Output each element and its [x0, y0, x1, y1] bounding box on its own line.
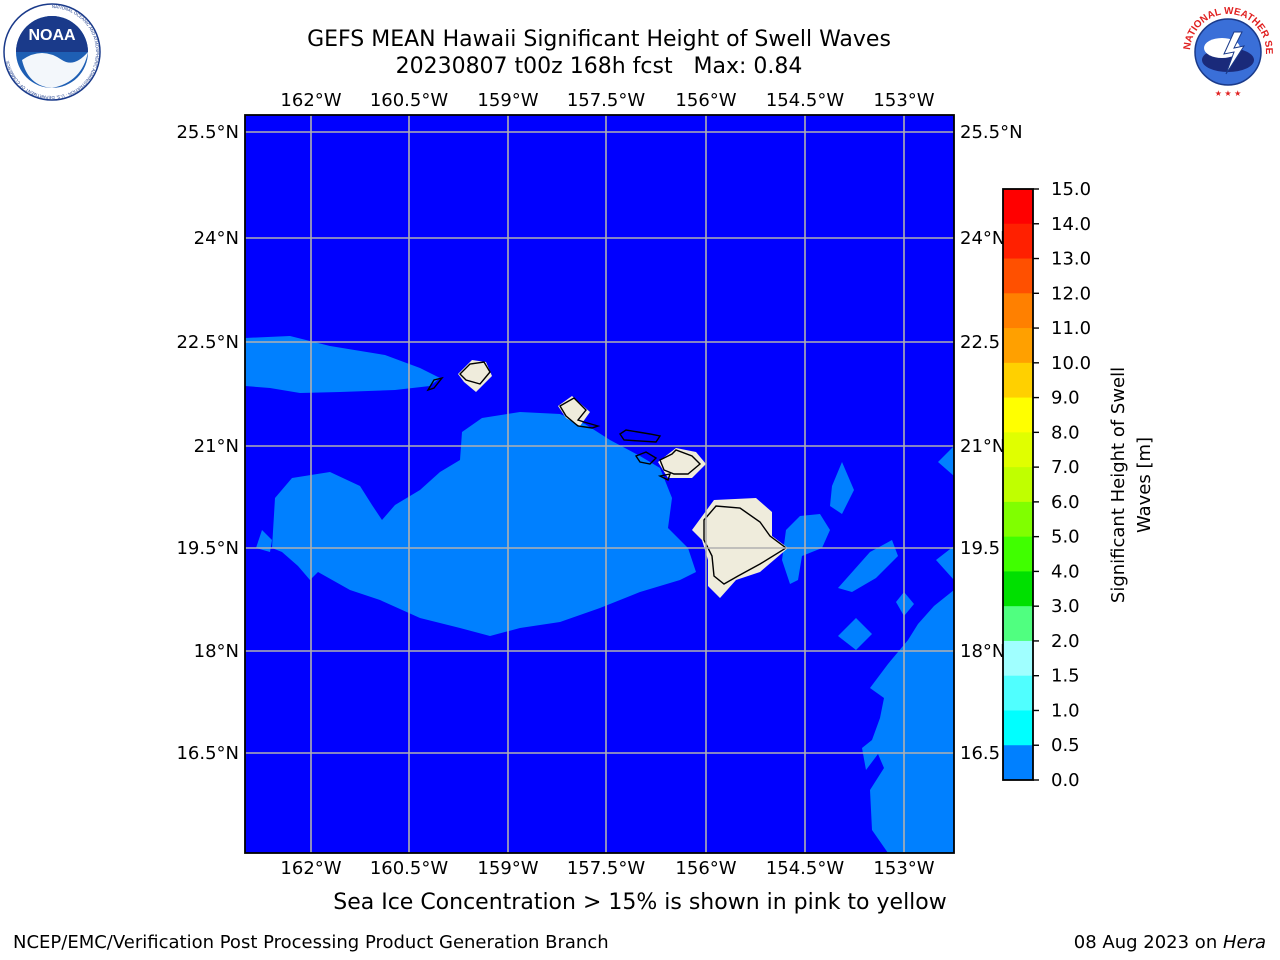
lat-tick-right-3: 21°N: [960, 436, 1005, 457]
lat-tick-left-3: 21°N: [194, 436, 239, 457]
colorbar-tick-16: 0.5: [1051, 735, 1080, 756]
colorbar-tick-5: 10.0: [1051, 353, 1091, 374]
lat-tick-right-5: 18°N: [960, 641, 1005, 662]
lon-tick-bottom-0: 162°W: [280, 858, 341, 879]
colorbar-tick-6: 9.0: [1051, 388, 1080, 409]
colorbar-tick-15: 1.0: [1051, 700, 1080, 721]
noaa-logo: NOAA NATIONAL OCEANIC AND ATMOSPHERIC AD…: [3, 3, 101, 101]
colorbar-tick-3: 12.0: [1051, 283, 1091, 304]
footer-host: Hera: [1222, 932, 1266, 953]
svg-text:★ ★ ★: ★ ★ ★: [1215, 89, 1242, 98]
lon-tick-bottom-5: 154.5°W: [766, 858, 845, 879]
swell-contour-0.5m: [245, 336, 954, 853]
chart-subtitle: 20230807 t00z 168h fcst Max: 0.84: [395, 54, 803, 79]
colorbar-segment-8: [1003, 467, 1033, 503]
coastlines: [426, 361, 788, 585]
lat-tick-left-5: 18°N: [194, 641, 239, 662]
colorbar-tick-10: 5.0: [1051, 527, 1080, 548]
lon-tick-top-6: 153°W: [873, 90, 934, 111]
map-gridlines: [245, 115, 954, 853]
colorbar-tick-1: 14.0: [1051, 214, 1091, 235]
colorbar-tick-12: 3.0: [1051, 596, 1080, 617]
footer-date: 08 Aug 2023 on Hera: [1074, 932, 1266, 953]
colorbar-label-line1: Significant Height of Swell: [1108, 367, 1129, 603]
colorbar-segment-2: [1003, 258, 1033, 294]
lat-tick-left-1: 24°N: [194, 228, 239, 249]
lon-tick-top-0: 162°W: [280, 90, 341, 111]
colorbar-tick-7: 8.0: [1051, 422, 1080, 443]
colorbar-segment-0: [1003, 189, 1033, 225]
footer-date-text: 08 Aug 2023 on: [1073, 932, 1223, 953]
colorbar-label-line2: Waves [m]: [1134, 437, 1155, 533]
colorbar-segment-4: [1003, 328, 1033, 364]
lat-tick-left-4: 19.5°N: [176, 538, 239, 559]
colorbar-segment-5: [1003, 362, 1033, 399]
colorbar-segment-16: [1003, 745, 1033, 781]
map-frame: [244, 114, 955, 854]
map-axis-ticks: 162°W 162°W 160.5°W 160.5°W 159°W 159°W 157.5°…: [176, 90, 1022, 879]
colorbar-segment-7: [1003, 432, 1033, 468]
colorbar-segment-12: [1003, 606, 1033, 642]
colorbar-tick-2: 13.0: [1051, 249, 1091, 270]
colorbar-segment-14: [1003, 675, 1033, 711]
colorbar-segment-6: [1003, 397, 1033, 433]
colorbar-tick-9: 6.0: [1051, 492, 1080, 513]
colorbar-segment-3: [1003, 293, 1033, 329]
colorbar-frame: [1002, 188, 1034, 781]
lon-tick-bottom-1: 160.5°W: [370, 858, 449, 879]
colorbar-segment-15: [1003, 710, 1033, 746]
colorbar-tick-4: 11.0: [1051, 318, 1091, 339]
lon-tick-bottom-4: 156°W: [675, 858, 736, 879]
nws-logo: NATIONAL WEATHER SERVICE ★ ★ ★: [1178, 2, 1276, 100]
lat-tick-right-2: 22.5: [960, 332, 1000, 353]
oahu-island: [558, 396, 590, 426]
lon-tick-top-4: 156°W: [675, 90, 736, 111]
lat-tick-left-0: 25.5°N: [176, 122, 239, 143]
colorbar: 15.0 14.0 13.0 12.0 11.0 10.0 9.0 8.0 7.0 6.0 5.0 4…: [1002, 179, 1091, 791]
colorbar-segment-9: [1003, 501, 1033, 538]
colorbar-tick-17: 0.0: [1051, 770, 1080, 791]
lon-tick-top-1: 160.5°W: [370, 90, 449, 111]
lon-tick-bottom-2: 159°W: [477, 858, 538, 879]
lon-tick-top-5: 154.5°W: [766, 90, 845, 111]
colorbar-tick-14: 1.5: [1051, 666, 1080, 687]
colorbar-tick-0: 15.0: [1051, 179, 1091, 200]
colorbar-segment-11: [1003, 571, 1033, 607]
noaa-logo-text: NOAA: [28, 27, 76, 44]
lon-tick-bottom-3: 157.5°W: [567, 858, 646, 879]
lat-tick-right-6: 16.5: [960, 743, 1000, 764]
colorbar-segment-13: [1003, 640, 1033, 677]
lat-tick-left-6: 16.5°N: [176, 743, 239, 764]
chart-title: GEFS MEAN Hawaii Significant Height of S…: [307, 27, 891, 52]
colorbar-tick-13: 2.0: [1051, 631, 1080, 652]
lat-tick-right-4: 19.5: [960, 538, 1000, 559]
colorbar-tick-11: 4.0: [1051, 561, 1080, 582]
lat-tick-left-2: 22.5°N: [176, 332, 239, 353]
lon-tick-top-3: 157.5°W: [567, 90, 646, 111]
colorbar-segment-1: [1003, 223, 1033, 260]
lat-tick-right-0: 25.5°N: [960, 122, 1023, 143]
footer-branch: NCEP/EMC/Verification Post Processing Pr…: [13, 932, 609, 953]
colorbar-tick-8: 7.0: [1051, 457, 1080, 478]
lat-tick-right-1: 24°N: [960, 228, 1005, 249]
lon-tick-top-2: 159°W: [477, 90, 538, 111]
sea-ice-caption: Sea Ice Concentration > 15% is shown in …: [333, 890, 947, 915]
colorbar-segment-10: [1003, 536, 1033, 572]
lon-tick-bottom-6: 153°W: [873, 858, 934, 879]
